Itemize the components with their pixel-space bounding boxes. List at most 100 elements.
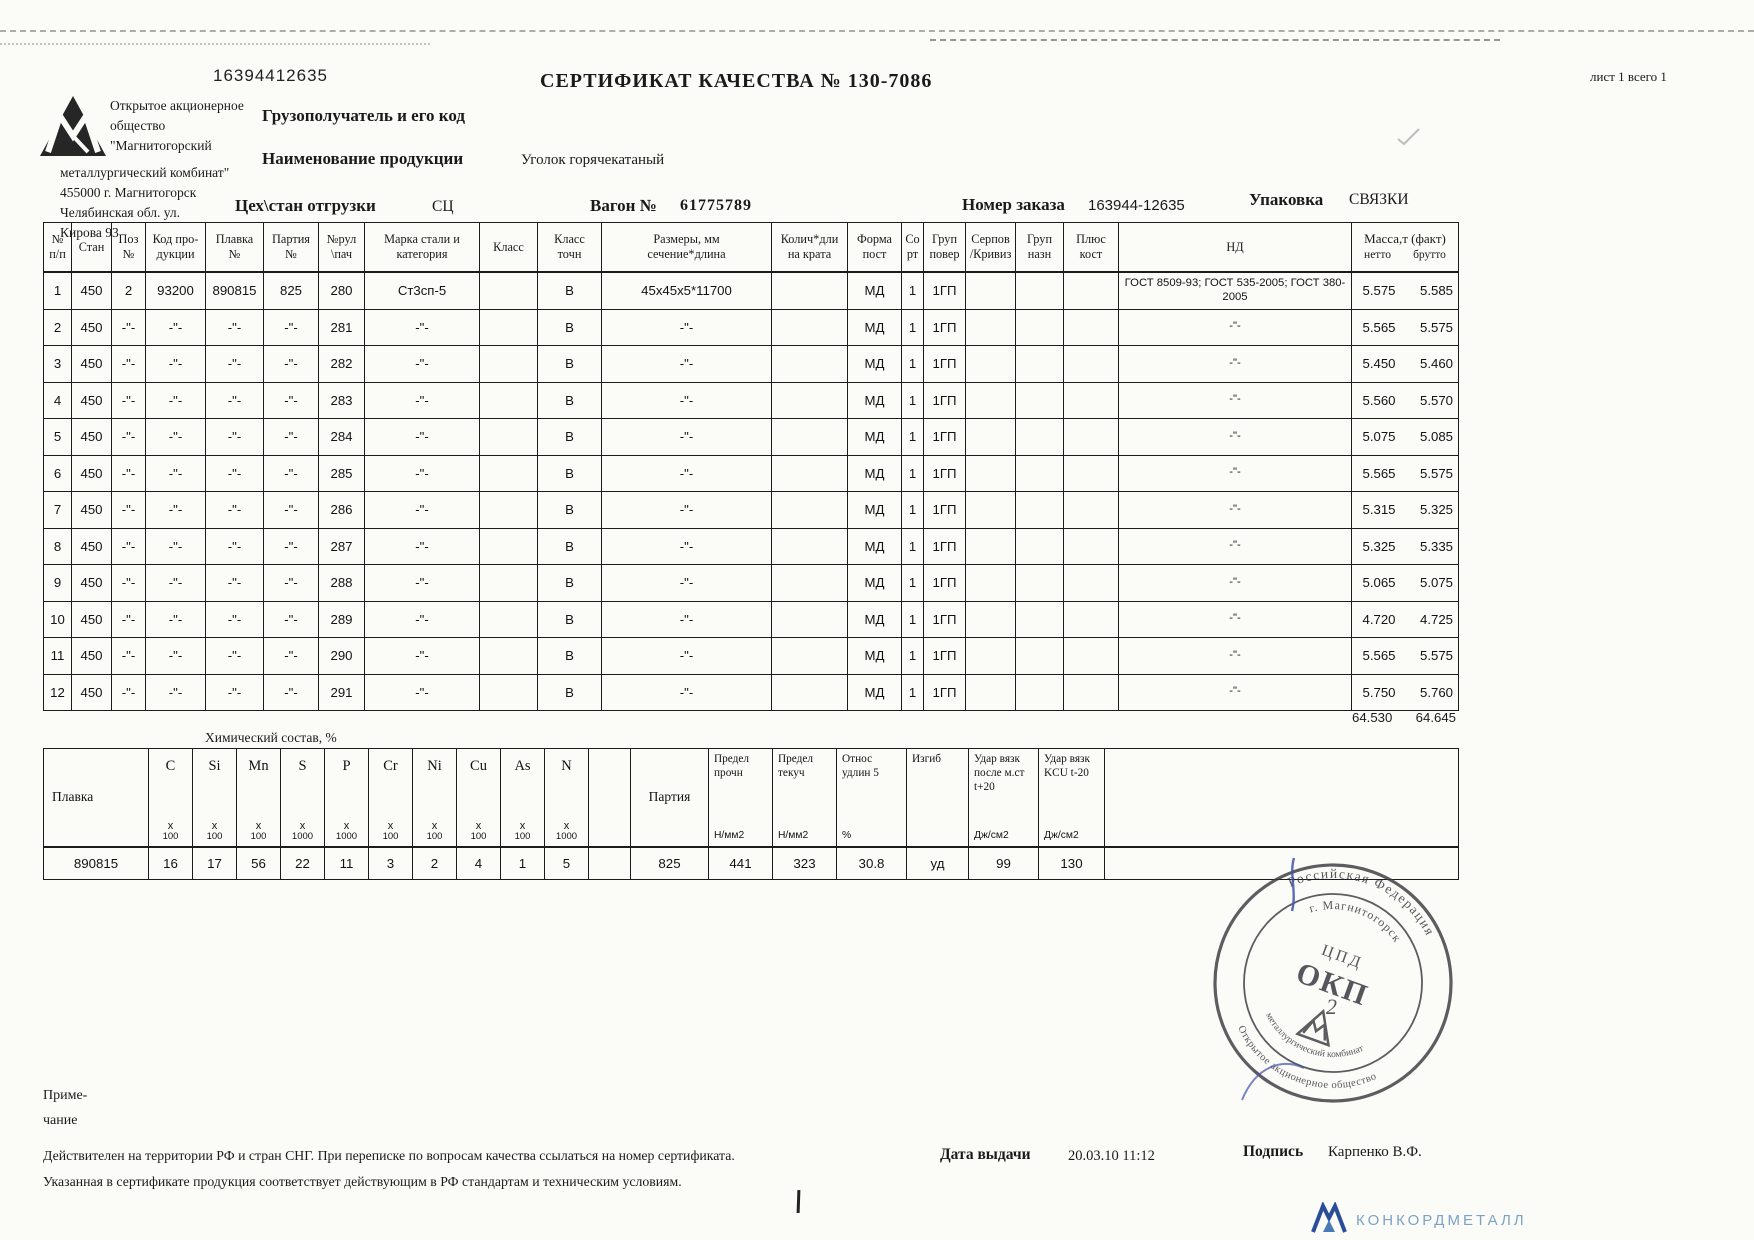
chem-element-value: 1 <box>500 845 545 880</box>
cell: 5.565 <box>1351 454 1406 492</box>
multiplier-sign: x <box>343 819 350 832</box>
cell: -"- <box>1118 381 1352 419</box>
mass-totals: 64.530 64.645 <box>1352 710 1456 725</box>
cell <box>965 454 1016 492</box>
table-row: 6 450 -"- -"- -"- -"- 285 -"- В -"- МД 1 1ГП -"- 5.565… <box>43 454 1459 492</box>
cell: 4.720 <box>1351 600 1406 638</box>
cell: 5.565 <box>1351 308 1406 346</box>
cell: 890815 <box>205 271 264 310</box>
cell: -"- <box>1118 600 1352 638</box>
cell: -"- <box>601 491 772 529</box>
cell <box>479 454 538 492</box>
multiplier-value: 100 <box>514 831 531 843</box>
total-brutto: 64.645 <box>1415 710 1456 725</box>
multiplier-sign: x <box>475 819 482 832</box>
chem-header-row-2: x 100 x 100 x 100 x 1000 x 1000 x 100 x 100 x 100 x 100 x 1… <box>44 810 1459 847</box>
table-row: 10 450 -"- -"- -"- -"- 289 -"- В -"- МД 1 1ГП -"- 4.72… <box>43 600 1459 638</box>
cell: -"- <box>145 491 206 529</box>
cell: 5.335 <box>1405 527 1459 565</box>
cell: -"- <box>145 345 206 383</box>
chem-multiplier: x 100 <box>192 810 237 847</box>
netto-subheader: нетто <box>1364 249 1391 262</box>
cell: 1 <box>901 491 924 529</box>
cell: -"- <box>601 454 772 492</box>
shop-value: СЦ <box>432 198 454 215</box>
cell: 1 <box>901 418 924 456</box>
table-row: 5 450 -"- -"- -"- -"- 284 -"- В -"- МД 1 1ГП -"- 5.075… <box>43 418 1459 456</box>
stamp-pen-mark: 2 <box>1326 994 1337 1019</box>
chem-element-value: 56 <box>236 845 281 880</box>
cell <box>1063 600 1119 638</box>
cell: -"- <box>263 491 319 529</box>
cell: В <box>537 491 602 529</box>
pen-check-mark <box>1397 128 1420 146</box>
cell <box>965 308 1016 346</box>
cell: 1ГП <box>923 637 966 675</box>
cell: -"- <box>601 527 772 565</box>
shop-label: Цех\стан отгрузки <box>235 196 376 215</box>
cell: 1 <box>901 527 924 565</box>
chem-table-body: Плавка C Si Mn S P Cr Ni Cu As N Партия Предел прочн… <box>43 748 1459 880</box>
cell: -"- <box>145 527 206 565</box>
mmk-logo-icon <box>38 94 108 158</box>
main-table: № п/п Стан Поз № Код про- дукции Плавка № Пар… <box>43 222 1459 711</box>
cell <box>965 491 1016 529</box>
chem-trailing-value <box>1104 845 1459 880</box>
mass-header-label: Масса,т (факт) <box>1364 230 1446 246</box>
cell: 281 <box>318 308 365 346</box>
multiplier-sign: x <box>299 819 306 832</box>
cell: 5 <box>43 418 72 456</box>
cell: 1 <box>901 600 924 638</box>
cell <box>1015 673 1064 711</box>
cell <box>479 271 538 310</box>
cell: -"- <box>205 527 264 565</box>
chem-unit: Н/мм2 <box>708 810 773 847</box>
cell: В <box>537 454 602 492</box>
pen-mark <box>1290 857 1296 912</box>
cell <box>965 564 1016 602</box>
multiplier-value: 100 <box>206 831 223 843</box>
chem-element-value: 4 <box>456 845 501 880</box>
chem-plavka-header: Плавка <box>43 748 149 847</box>
table-row: 8 450 -"- -"- -"- -"- 287 -"- В -"- МД 1 1ГП -"- 5.325… <box>43 527 1459 565</box>
sheet-label: лист 1 всего 1 <box>1590 69 1667 84</box>
chem-table: Плавка C Si Mn S P Cr Ni Cu As N Партия Предел прочн… <box>43 748 1459 880</box>
cell: 2 <box>43 308 72 346</box>
chem-unit <box>906 810 969 847</box>
cell: -"- <box>364 491 480 529</box>
cell <box>965 418 1016 456</box>
cell <box>1063 637 1119 675</box>
cell <box>1063 345 1119 383</box>
svg-text:Российская Федерация: Российская Федерация <box>1282 862 1449 942</box>
cell <box>1015 345 1064 383</box>
cell: -"- <box>111 381 146 419</box>
table-row: 2 450 -"- -"- -"- -"- 281 -"- В -"- МД 1 1ГП -"- 5.565… <box>43 308 1459 346</box>
chem-table-title: Химический состав, % <box>205 730 337 745</box>
cell: 282 <box>318 345 365 383</box>
chem-partiya-header: Партия <box>630 748 709 847</box>
multiplier-sign: x <box>563 819 570 832</box>
chem-element-symbol: S <box>280 748 325 811</box>
cell: 290 <box>318 637 365 675</box>
cell: -"- <box>601 308 772 346</box>
cell: 5.585 <box>1405 271 1459 310</box>
cell: 8 <box>43 527 72 565</box>
chem-multiplier: x 100 <box>148 810 193 847</box>
cell: 5.075 <box>1405 564 1459 602</box>
cell: -"- <box>111 491 146 529</box>
cell: -"- <box>364 527 480 565</box>
cell: МД <box>847 600 902 638</box>
cell <box>479 345 538 383</box>
cell <box>965 527 1016 565</box>
cell: 1ГП <box>923 673 966 711</box>
cell <box>771 454 848 492</box>
cell: -"- <box>205 308 264 346</box>
cell <box>1015 564 1064 602</box>
cell: -"- <box>111 308 146 346</box>
cell: -"- <box>111 564 146 602</box>
cell <box>1015 637 1064 675</box>
cell <box>1063 381 1119 419</box>
cell: 5.575 <box>1351 271 1406 310</box>
chem-element-value: 16 <box>148 845 193 880</box>
